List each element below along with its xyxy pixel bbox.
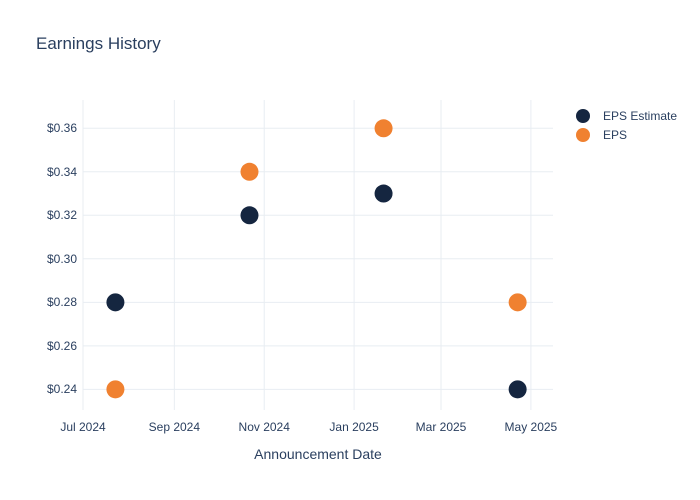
- x-tick-label: May 2025: [504, 420, 558, 434]
- legend-label-eps: EPS: [603, 127, 628, 142]
- data-point-eps-1[interactable]: [240, 162, 259, 181]
- chart-title: Earnings History: [36, 34, 161, 53]
- y-tick-label: $0.34: [46, 164, 77, 179]
- legend-label-eps-estimate: EPS Estimate: [603, 108, 678, 123]
- x-tick-label: Jul 2024: [60, 420, 106, 434]
- y-tick-label: $0.32: [46, 208, 77, 223]
- y-tick-label: $0.24: [46, 382, 77, 397]
- data-point-eps-estimate-3[interactable]: [508, 380, 527, 399]
- data-point-eps-estimate-0[interactable]: [106, 293, 125, 312]
- grid-layer: [82, 100, 553, 410]
- y-tick-label: $0.30: [46, 251, 77, 266]
- y-tick-label: $0.26: [46, 338, 77, 353]
- x-tick-label: Mar 2025: [415, 420, 467, 434]
- x-tick-label: Sep 2024: [148, 420, 201, 434]
- data-point-eps-estimate-2[interactable]: [374, 184, 393, 203]
- legend-item-eps-estimate[interactable]: EPS Estimate: [576, 106, 677, 125]
- data-point-eps-0[interactable]: [106, 380, 125, 399]
- data-point-eps-estimate-1[interactable]: [240, 206, 259, 225]
- y-tick-label: $0.28: [46, 295, 77, 310]
- legend-item-eps[interactable]: EPS: [576, 125, 677, 144]
- eps-estimate-marker-icon: [576, 108, 590, 123]
- data-point-eps-3[interactable]: [508, 293, 527, 312]
- x-axis-title: Announcement Date: [254, 446, 382, 462]
- x-tick-label: Nov 2024: [238, 420, 290, 434]
- scatter-points-layer: [106, 119, 527, 399]
- eps-marker-icon: [576, 127, 590, 142]
- x-tick-label: Jan 2025: [329, 420, 379, 434]
- y-tick-label: $0.36: [46, 121, 77, 136]
- legend: EPS Estimate EPS: [576, 106, 677, 144]
- data-point-eps-2[interactable]: [374, 119, 393, 138]
